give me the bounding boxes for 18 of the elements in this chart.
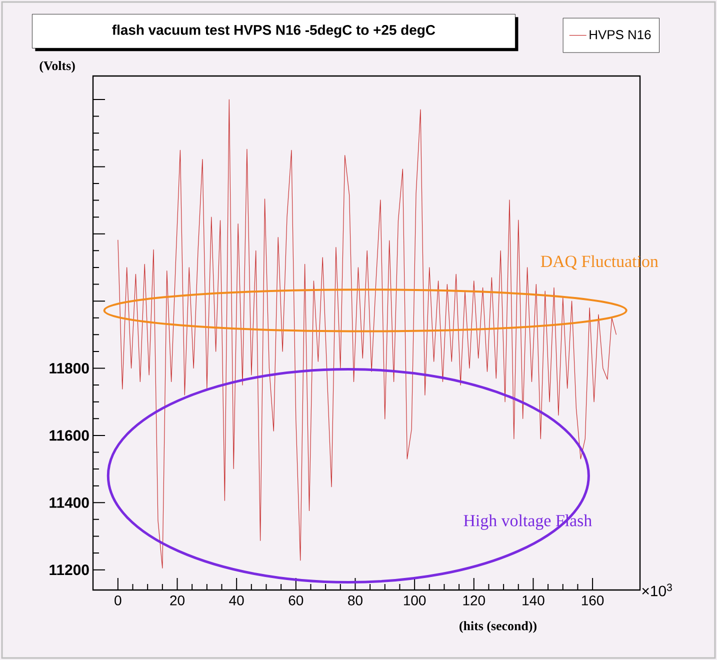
x-tick-label: 80 [348, 595, 362, 606]
y-tick-label: 11400 [50, 497, 89, 508]
chart-title: flash vacuum test HVPS N16 -5degC to +25 degC [112, 24, 436, 38]
x-axis-title: (hits (second)) [460, 621, 536, 633]
legend-label: HVPS N16 [590, 30, 651, 40]
x-tick-label: 140 [522, 595, 544, 606]
x-tick-label: 120 [463, 595, 485, 606]
y-tick-label: 11200 [50, 564, 89, 576]
x-tick-label: 60 [288, 595, 304, 606]
x-tick-label: 40 [229, 595, 244, 606]
x-tick-label: 100 [404, 595, 426, 606]
y-axis-title: (Volts) [40, 61, 75, 73]
text: ×10$^{3}$ [642, 584, 672, 596]
x-tick-label: 20 [170, 595, 184, 606]
x-tick-label: 160 [582, 595, 604, 606]
y-tick-label: 11600 [50, 430, 89, 441]
y-tick-label: 11800 [50, 362, 89, 374]
x-tick-label: 0 [114, 595, 122, 606]
